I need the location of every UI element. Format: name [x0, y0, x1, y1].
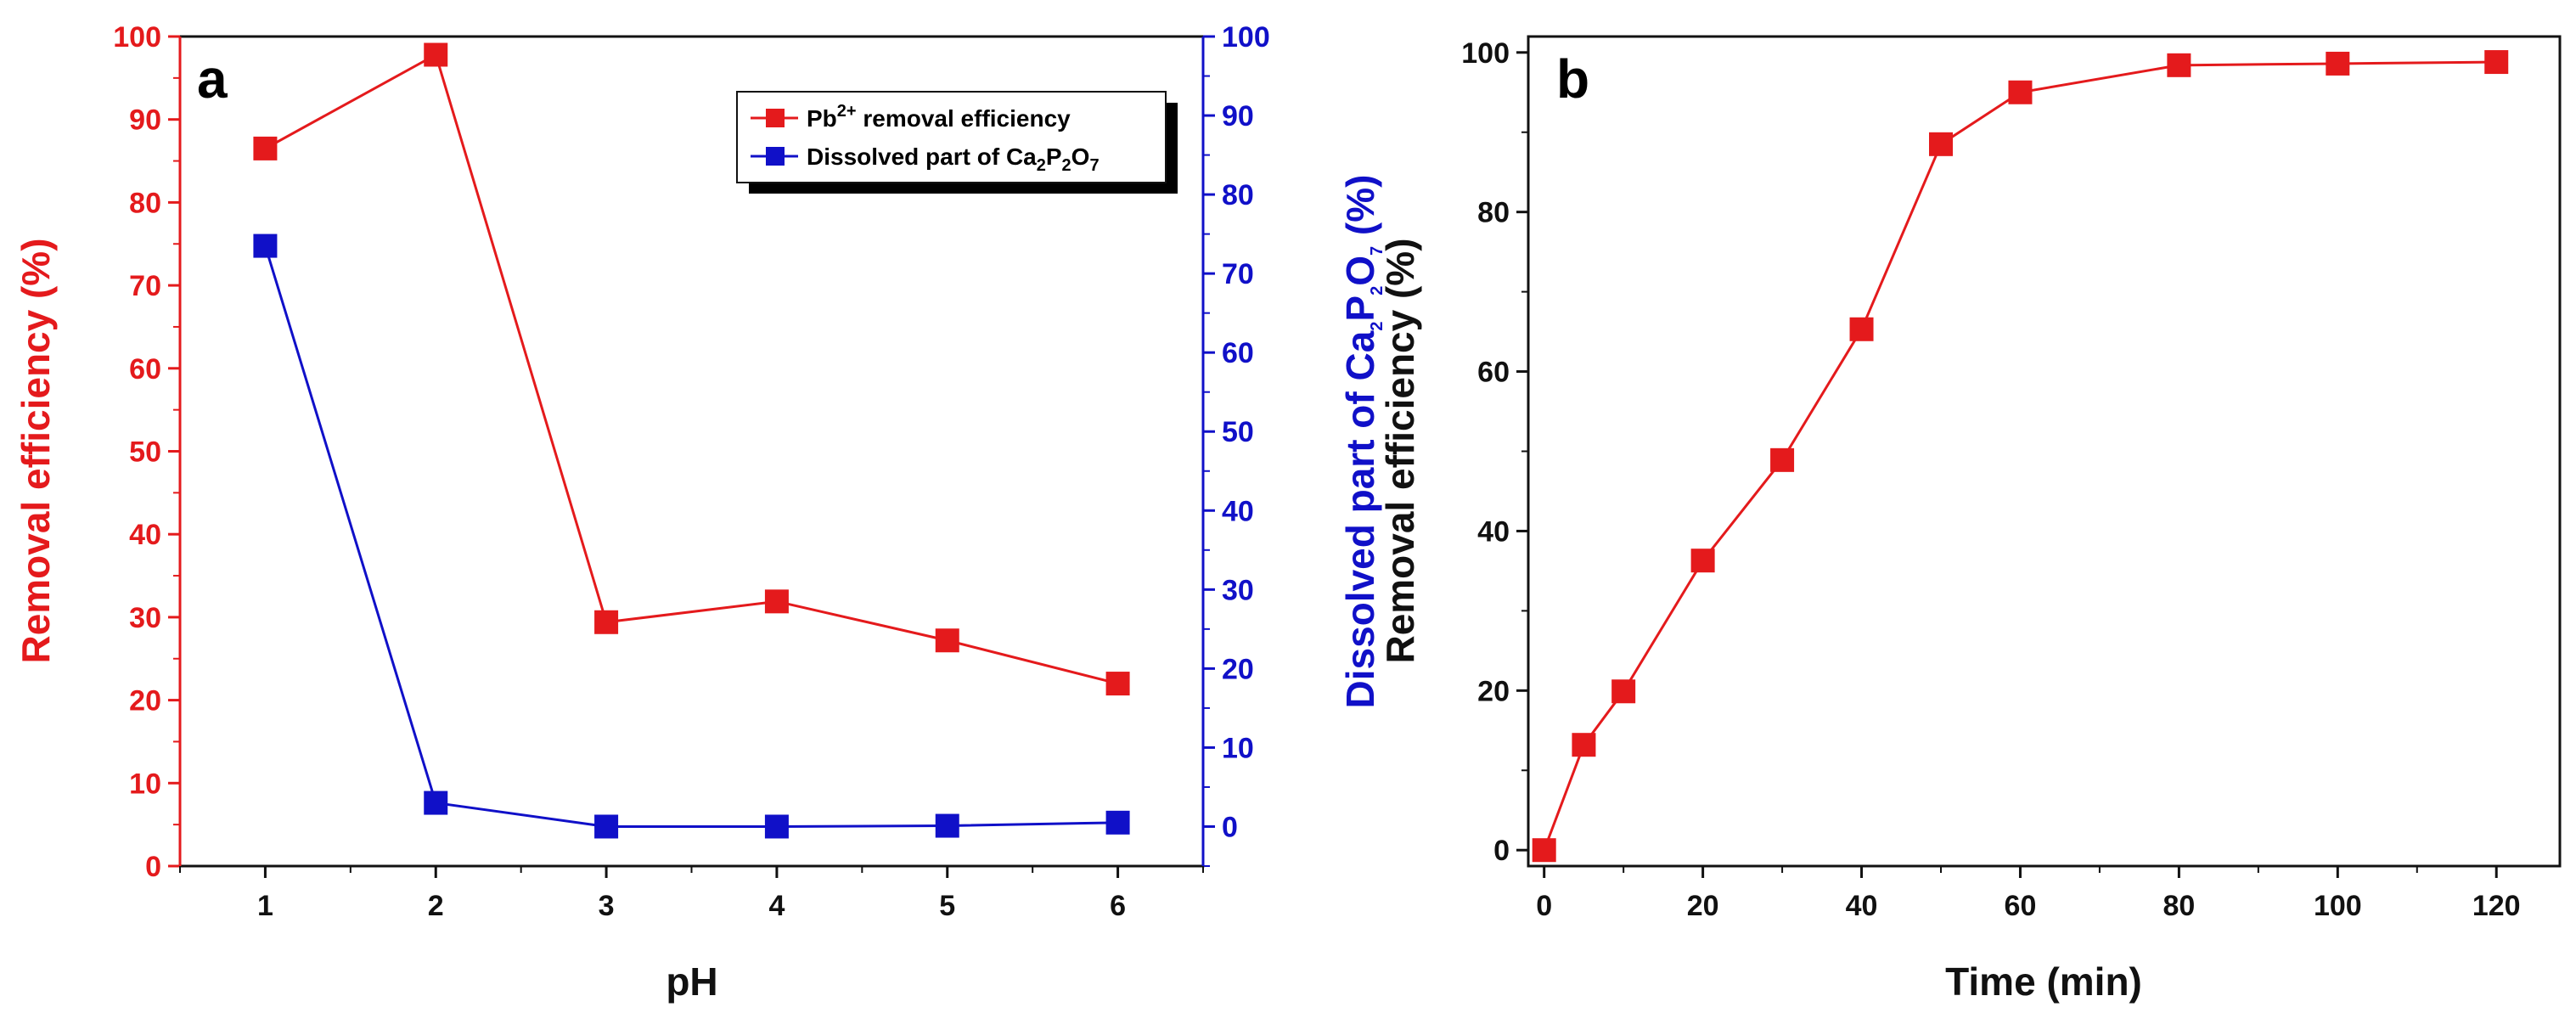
removal-efficiency-point [1611, 679, 1636, 704]
right-y-tick-label: 0 [1222, 811, 1238, 843]
panel-b-series [1532, 50, 2509, 863]
removal-efficiency-point [1572, 733, 1596, 757]
legend-entry-pb-removal: Pb2+ removal efficiency [751, 102, 1071, 132]
removal-efficiency-point [2008, 80, 2033, 104]
pb-removal-point [424, 42, 448, 67]
left-y-tick-label: 90 [129, 104, 161, 137]
pb-removal-line [264, 53, 1118, 685]
legend-label-dissolved-part: Dissolved part of Ca2P2O7 [807, 143, 1100, 175]
right-y-tick-label: 40 [1222, 495, 1254, 527]
x-tick-label: 2 [428, 890, 444, 922]
left-y-tick-label: 60 [129, 353, 161, 385]
x-tick-label: 120 [2472, 890, 2521, 922]
x-tick-label: 6 [1110, 890, 1126, 922]
left-y-tick-label: 30 [129, 602, 161, 634]
removal-efficiency-point [1770, 447, 1795, 472]
x-tick-label: 5 [939, 890, 955, 922]
panel-a-series [253, 42, 1130, 839]
panel-a-right-axis-title: Dissolved part of Ca2P2O7 (%) [1338, 175, 1386, 709]
x-tick-label: 3 [599, 890, 615, 922]
panel-b-chart: 0 20 40 60 80 100 0 20 40 60 80 100 120 b Time (min… [1378, 35, 2562, 1004]
panel-a-bottom-axis: 1 2 3 4 5 6 [179, 866, 1204, 922]
x-tick-label: 60 [2005, 890, 2037, 922]
panel-b-label: b [1556, 48, 1589, 110]
x-tick-label: 80 [2163, 890, 2195, 922]
panel-a-x-axis-title: pH [666, 959, 717, 1004]
removal-efficiency-point [2167, 53, 2191, 77]
left-y-tick-label: 10 [129, 768, 161, 800]
pb-removal-point [253, 136, 278, 160]
y-tick-label: 100 [1461, 37, 1510, 70]
y-tick-label: 60 [1477, 357, 1510, 389]
x-tick-label: 100 [2314, 890, 2362, 922]
x-tick-label: 0 [1536, 890, 1552, 922]
right-y-tick-label: 70 [1222, 258, 1254, 290]
dissolved-part-point [1105, 810, 1130, 835]
left-y-tick-label: 70 [129, 270, 161, 302]
legend-entry-dissolved-part: Dissolved part of Ca2P2O7 [751, 143, 1100, 175]
x-tick-label: 4 [768, 890, 785, 922]
right-y-tick-label: 20 [1222, 653, 1254, 685]
removal-efficiency-point [1929, 132, 1953, 156]
panel-a-label: a [197, 48, 228, 110]
panel-b-y-axis-title: Removal efficiency (%) [1378, 238, 1422, 663]
right-y-tick-label: 80 [1222, 179, 1254, 211]
x-tick-label: 40 [1846, 890, 1878, 922]
x-tick-label: 1 [257, 890, 273, 922]
pb-removal-point [764, 589, 789, 614]
y-tick-label: 80 [1477, 197, 1510, 229]
panel-b-left-axis: 0 20 40 60 80 100 [1461, 37, 1528, 867]
panel-a-left-axis-title: Removal efficiency (%) [14, 238, 58, 663]
left-y-tick-label: 50 [129, 436, 161, 469]
left-y-tick-label: 80 [129, 187, 161, 219]
panel-a-chart: 0 10 20 30 40 50 60 70 80 90 100 0 10 20 30 40 50 60 70 80… [14, 21, 1386, 1004]
panel-a-legend: Pb2+ removal efficiency Dissolved part o… [736, 91, 1178, 194]
panel-b-bottom-axis: 0 20 40 60 80 100 120 [1536, 866, 2521, 922]
left-y-tick-label: 0 [145, 851, 161, 883]
right-y-tick-label: 30 [1222, 574, 1254, 606]
y-tick-label: 0 [1493, 835, 1510, 867]
right-y-tick-label: 90 [1222, 100, 1254, 132]
dissolved-part-point [594, 814, 619, 839]
pb-removal-point [594, 610, 619, 634]
removal-efficiency-point [2484, 50, 2509, 75]
y-tick-label: 20 [1477, 675, 1510, 707]
removal-efficiency-point [1849, 317, 1874, 341]
removal-efficiency-point [1690, 549, 1715, 573]
right-y-tick-label: 60 [1222, 337, 1254, 369]
right-y-tick-label: 10 [1222, 732, 1254, 764]
y-tick-label: 40 [1477, 515, 1510, 548]
panel-b-x-axis-title: Time (min) [1945, 959, 2142, 1004]
dissolved-part-point [764, 814, 789, 839]
right-y-tick-label: 100 [1222, 21, 1270, 53]
pb-removal-point [935, 628, 959, 653]
left-y-tick-label: 20 [129, 685, 161, 717]
left-y-tick-label: 40 [129, 519, 161, 551]
dissolved-part-point [424, 791, 448, 815]
left-y-tick-label: 100 [113, 21, 161, 53]
pb-removal-point [1105, 672, 1130, 696]
dissolved-part-point [253, 233, 278, 258]
x-tick-label: 20 [1687, 890, 1719, 922]
legend-label-pb-removal: Pb2+ removal efficiency [807, 102, 1071, 132]
dissolved-part-line [263, 245, 1118, 828]
removal-efficiency-point [2326, 51, 2350, 76]
dissolved-part-point [935, 813, 959, 838]
removal-efficiency-point [1532, 838, 1556, 863]
panel-a-left-axis: 0 10 20 30 40 50 60 70 80 90 100 [113, 21, 182, 883]
panel-a-right-axis: 0 10 20 30 40 50 60 70 80 90 100 [1201, 21, 1270, 867]
right-y-tick-label: 50 [1222, 416, 1254, 448]
